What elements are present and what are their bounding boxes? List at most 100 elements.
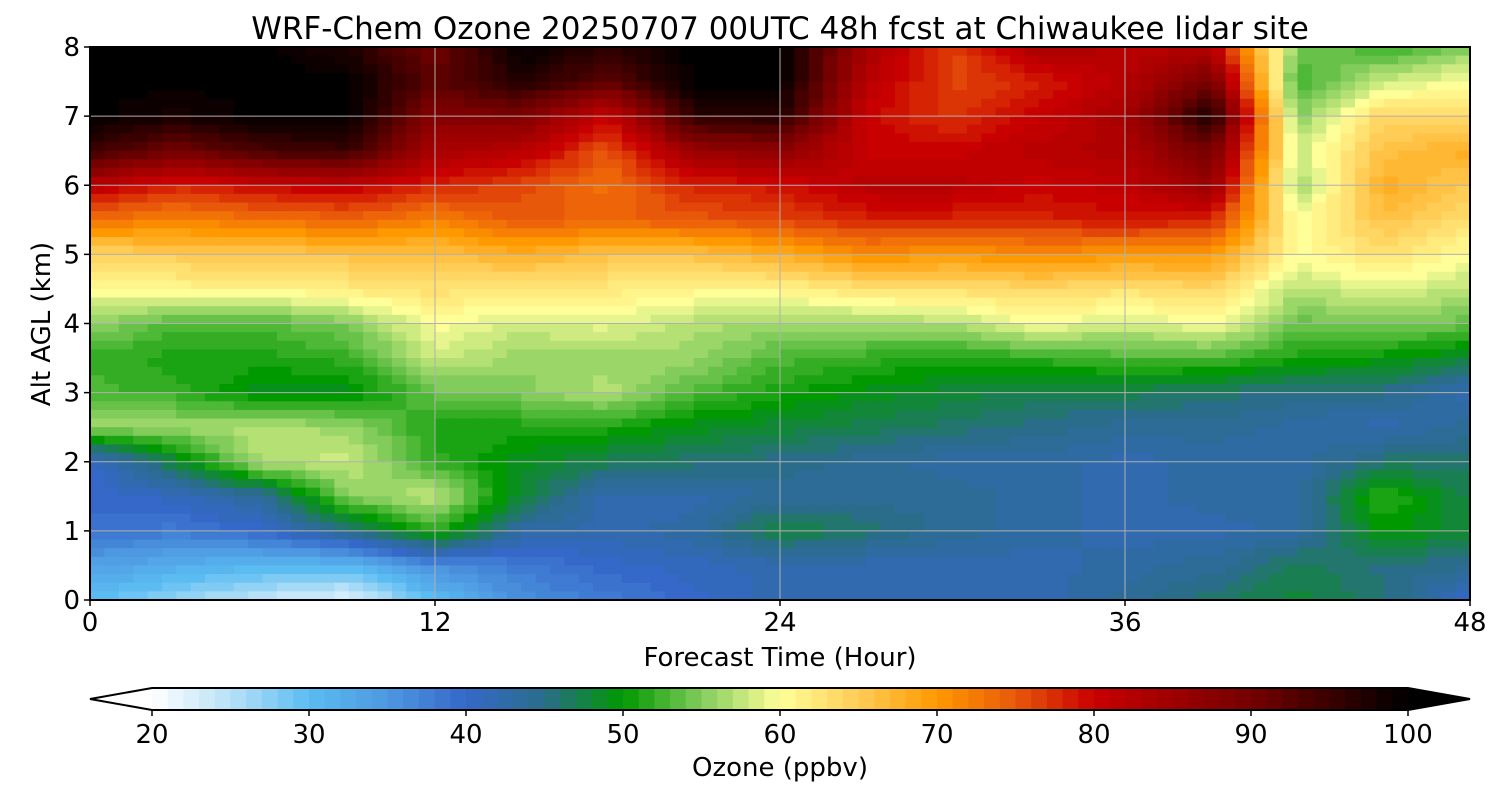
heatmap-cell: [1010, 55, 1025, 65]
heatmap-cell: [320, 487, 335, 497]
heatmap-cell: [1211, 116, 1227, 126]
heatmap-cell: [521, 124, 537, 135]
heatmap-cell: [1211, 297, 1227, 307]
heatmap-cell: [320, 461, 335, 471]
heatmap-cell: [981, 314, 997, 325]
heatmap-cell: [420, 435, 436, 446]
heatmap-cell: [1441, 219, 1457, 230]
heatmap-cell: [880, 237, 896, 247]
heatmap-cell: [621, 167, 637, 178]
heatmap-cell: [363, 142, 379, 152]
heatmap-cell: [205, 418, 220, 428]
heatmap-cell: [305, 453, 321, 463]
heatmap-cell: [708, 461, 724, 471]
heatmap-cell: [665, 98, 680, 109]
ozone-heatmap: [90, 47, 1471, 601]
heatmap-cell: [334, 176, 350, 186]
heatmap-cell: [1053, 98, 1069, 109]
heatmap-cell: [1096, 64, 1112, 74]
heatmap-cell: [1081, 47, 1097, 57]
heatmap-cell: [895, 401, 910, 411]
heatmap-cell: [851, 435, 867, 446]
heatmap-cell: [1038, 167, 1054, 178]
heatmap-cell: [348, 314, 364, 325]
heatmap-cell: [981, 323, 997, 333]
heatmap-cell: [1441, 349, 1457, 359]
heatmap-cell: [722, 263, 738, 273]
heatmap-cell: [276, 392, 292, 402]
heatmap-cell: [1110, 90, 1126, 100]
heatmap-cell: [780, 280, 795, 290]
heatmap-cell: [420, 461, 436, 471]
heatmap-cell: [808, 142, 824, 152]
heatmap-cell: [1455, 314, 1471, 325]
heatmap-cell: [363, 116, 379, 126]
heatmap-cell: [1412, 271, 1428, 281]
heatmap-cell: [995, 314, 1011, 325]
heatmap-cell: [1369, 133, 1385, 143]
heatmap-cell: [1081, 288, 1097, 299]
heatmap-cell: [391, 98, 407, 109]
heatmap-cell: [593, 383, 609, 394]
heatmap-cell: [104, 453, 120, 463]
heatmap-cell: [291, 245, 307, 255]
heatmap-cell: [693, 237, 709, 247]
heatmap-cell: [161, 306, 177, 316]
heatmap-cell: [736, 55, 752, 65]
heatmap-cell: [1125, 271, 1140, 281]
heatmap-cell: [564, 288, 580, 299]
heatmap-cell: [895, 193, 910, 204]
heatmap-cell: [679, 254, 695, 264]
heatmap-cell: [1168, 167, 1184, 178]
heatmap-cell: [1053, 64, 1069, 74]
heatmap-cell: [1283, 280, 1299, 290]
heatmap-cell: [880, 306, 896, 316]
heatmap-cell: [880, 487, 896, 497]
heatmap-cell: [1168, 98, 1184, 109]
heatmap-cell: [952, 479, 968, 489]
heatmap-cell: [1441, 297, 1457, 307]
heatmap-cell: [1125, 427, 1140, 437]
heatmap-cell: [1211, 444, 1227, 454]
heatmap-cell: [665, 297, 680, 307]
heatmap-cell: [377, 435, 393, 446]
heatmap-cell: [1326, 323, 1342, 333]
heatmap-cell: [794, 98, 810, 109]
heatmap-cell: [1110, 470, 1126, 480]
heatmap-cell: [1024, 116, 1040, 126]
heatmap-cell: [190, 366, 206, 376]
heatmap-cell: [1153, 254, 1169, 264]
heatmap-cell: [449, 479, 465, 489]
heatmap-cell: [377, 90, 393, 100]
heatmap-cell: [607, 375, 623, 385]
heatmap-cell: [1225, 81, 1241, 91]
heatmap-cell: [938, 47, 954, 57]
heatmap-cell: [966, 107, 982, 117]
heatmap-cell: [593, 228, 609, 238]
heatmap-cell: [492, 288, 508, 299]
heatmap-cell: [837, 453, 853, 463]
heatmap-cell: [966, 479, 982, 489]
heatmap-cell: [923, 185, 939, 195]
heatmap-cell: [636, 176, 652, 186]
heatmap-cell: [866, 418, 882, 428]
heatmap-cell: [823, 193, 839, 204]
heatmap-cell: [1441, 263, 1457, 273]
heatmap-cell: [133, 479, 149, 489]
heatmap-cell: [506, 202, 522, 212]
heatmap-cell: [780, 383, 795, 394]
heatmap-cell: [248, 237, 264, 247]
heatmap-cell: [851, 314, 867, 325]
heatmap-cell: [923, 470, 939, 480]
heatmap-cell: [161, 427, 177, 437]
heatmap-cell: [665, 409, 680, 420]
heatmap-cell: [406, 479, 422, 489]
heatmap-cell: [1326, 150, 1342, 160]
heatmap-cell: [593, 55, 609, 65]
heatmap-cell: [391, 107, 407, 117]
heatmap-cell: [1326, 254, 1342, 264]
heatmap-cell: [909, 228, 925, 238]
heatmap-cell: [1110, 479, 1126, 489]
heatmap-cell: [1326, 124, 1342, 135]
heatmap-cell: [391, 202, 407, 212]
